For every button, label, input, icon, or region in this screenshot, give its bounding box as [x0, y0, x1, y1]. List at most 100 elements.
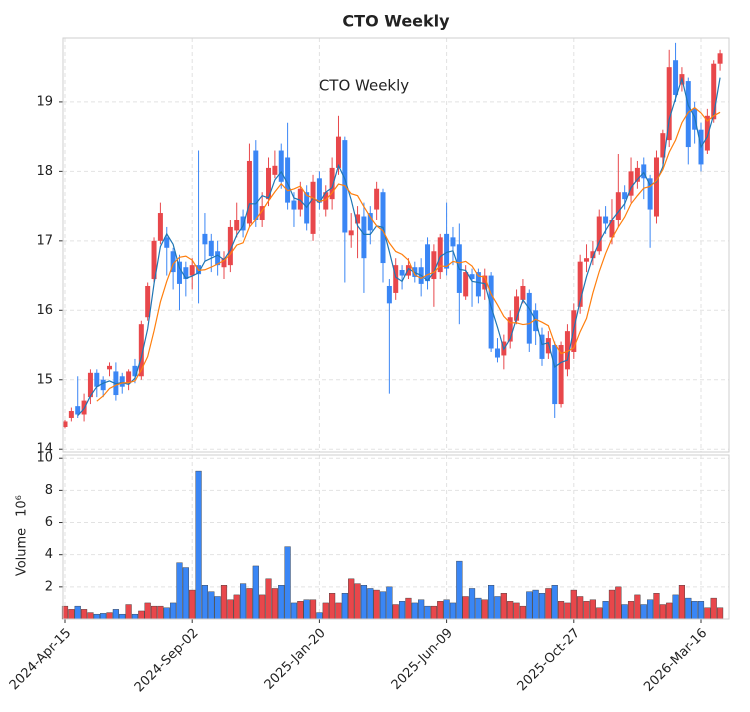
volume-bar — [227, 599, 234, 620]
volume-bar — [685, 597, 692, 620]
y-tick-label: 2 — [45, 579, 53, 594]
candle-body — [126, 371, 132, 384]
candle-body — [717, 53, 723, 64]
candle-body — [361, 216, 367, 259]
volume-bar — [507, 601, 514, 620]
volume-bar — [647, 599, 654, 620]
volume-bar — [634, 594, 641, 620]
candle-body — [653, 157, 659, 217]
candle-body — [176, 261, 182, 284]
volume-bar — [214, 596, 221, 620]
y-tick-label: 10 — [36, 451, 53, 466]
candle-body — [119, 376, 125, 387]
candle-body — [494, 348, 500, 358]
candle-body — [138, 324, 144, 377]
candle-body — [107, 365, 113, 370]
volume-bar — [297, 601, 304, 620]
volume-bar — [704, 607, 711, 620]
y-tick-label: 6 — [45, 515, 53, 530]
volume-bar — [411, 602, 418, 620]
candle-body — [482, 275, 488, 290]
volume-bar — [367, 588, 374, 620]
candle-body — [227, 226, 233, 266]
candle-body — [285, 157, 291, 203]
volume-bar — [93, 613, 100, 620]
candle-body — [208, 240, 214, 257]
candle-body — [215, 251, 221, 266]
moving-average — [77, 76, 721, 417]
candle-body — [615, 192, 621, 220]
candle-body — [666, 67, 672, 141]
candle-body — [539, 334, 545, 359]
candle-body — [660, 133, 666, 158]
volume-bar — [329, 593, 336, 620]
candle-body — [584, 258, 590, 262]
candle-body — [259, 206, 265, 220]
volume-bar — [558, 601, 565, 620]
x-tick-label: 2025-Jan-20 — [262, 626, 329, 693]
volume-bar — [596, 607, 603, 620]
volume-bar — [239, 583, 247, 620]
candle-body — [253, 150, 259, 220]
volume-bar — [513, 602, 520, 620]
candle-body — [202, 233, 208, 245]
volume-bar — [697, 601, 705, 620]
candle-body — [425, 244, 431, 282]
volume-bar — [373, 589, 380, 620]
volume-bar — [335, 602, 342, 620]
volume-bar — [265, 578, 272, 620]
volume-bar — [494, 596, 501, 620]
y-tick-label: 18 — [36, 164, 53, 179]
volume-bar — [189, 589, 196, 620]
volume-bar — [545, 588, 552, 620]
candle-body — [170, 251, 176, 273]
y-tick-label: 14 — [36, 442, 53, 457]
volume-bar — [259, 594, 266, 620]
candle-body — [514, 296, 520, 321]
candle-body — [641, 164, 647, 179]
volume-bar — [678, 585, 685, 620]
candle-body — [157, 213, 163, 241]
candle-body — [75, 406, 81, 415]
candle-body — [291, 200, 297, 210]
volume-bar — [170, 602, 177, 620]
volume-bar — [392, 604, 399, 620]
volume-bar — [437, 601, 444, 620]
volume-bar — [106, 612, 113, 620]
candle-body — [246, 160, 252, 224]
candle-body — [450, 237, 456, 247]
candle-body — [87, 372, 93, 398]
candle-body — [647, 178, 653, 210]
volume-bar — [418, 599, 425, 620]
candle-body — [374, 188, 380, 210]
volume-bar — [348, 578, 355, 620]
volume-bar — [316, 612, 323, 620]
volume-bar — [182, 567, 189, 620]
volume-bar — [284, 546, 291, 620]
candle-body — [552, 345, 558, 405]
volume-bar — [551, 585, 558, 620]
volume-bar — [252, 565, 259, 620]
volume-frame — [62, 454, 730, 620]
candle-body — [405, 265, 411, 276]
volume-bar — [309, 599, 317, 620]
candle-body — [577, 261, 583, 307]
volume-bar — [68, 609, 75, 620]
candle-body — [711, 63, 717, 120]
volume-bar — [488, 585, 495, 620]
volume-bar — [399, 601, 406, 620]
candle-body — [68, 411, 74, 418]
volume-axis-label: Volume — [15, 528, 30, 576]
volume-bar — [640, 604, 647, 620]
y-tick-label: 15 — [36, 372, 53, 387]
candle-body — [100, 379, 106, 391]
volume-bar — [405, 597, 412, 620]
candle-body — [590, 251, 596, 259]
volume-bar — [608, 589, 616, 620]
candle-body — [603, 216, 609, 224]
volume-bar — [138, 610, 145, 620]
volume-bar — [481, 599, 488, 620]
volume-bar — [125, 604, 132, 620]
volume-bar — [386, 586, 393, 620]
